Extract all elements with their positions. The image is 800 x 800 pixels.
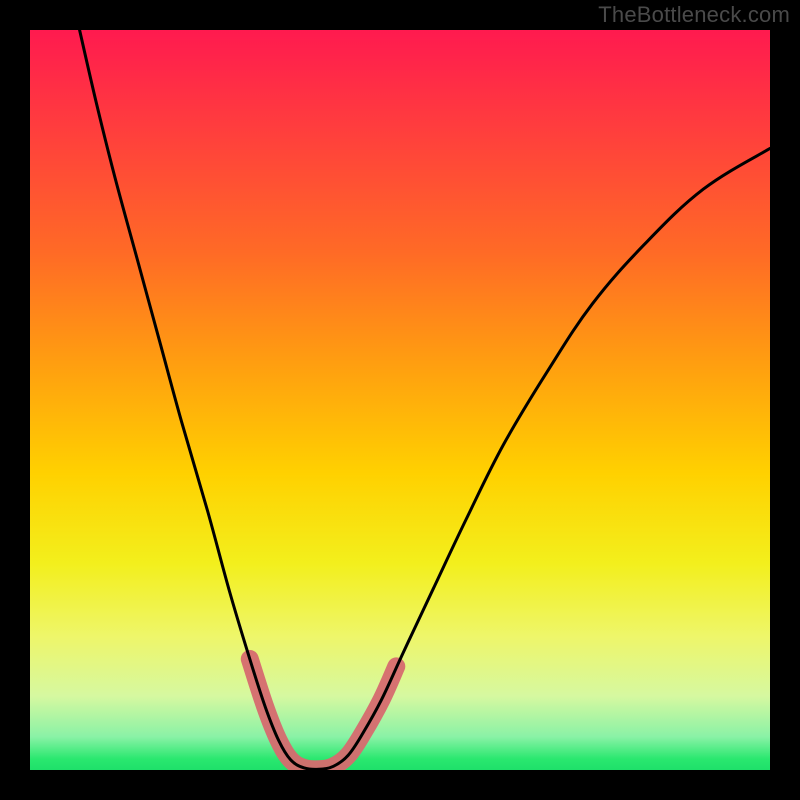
watermark-text: TheBottleneck.com: [598, 2, 790, 28]
chart-frame: TheBottleneck.com: [0, 0, 800, 800]
bottleneck-curve-chart: [30, 30, 770, 770]
plot-area: [30, 30, 770, 770]
